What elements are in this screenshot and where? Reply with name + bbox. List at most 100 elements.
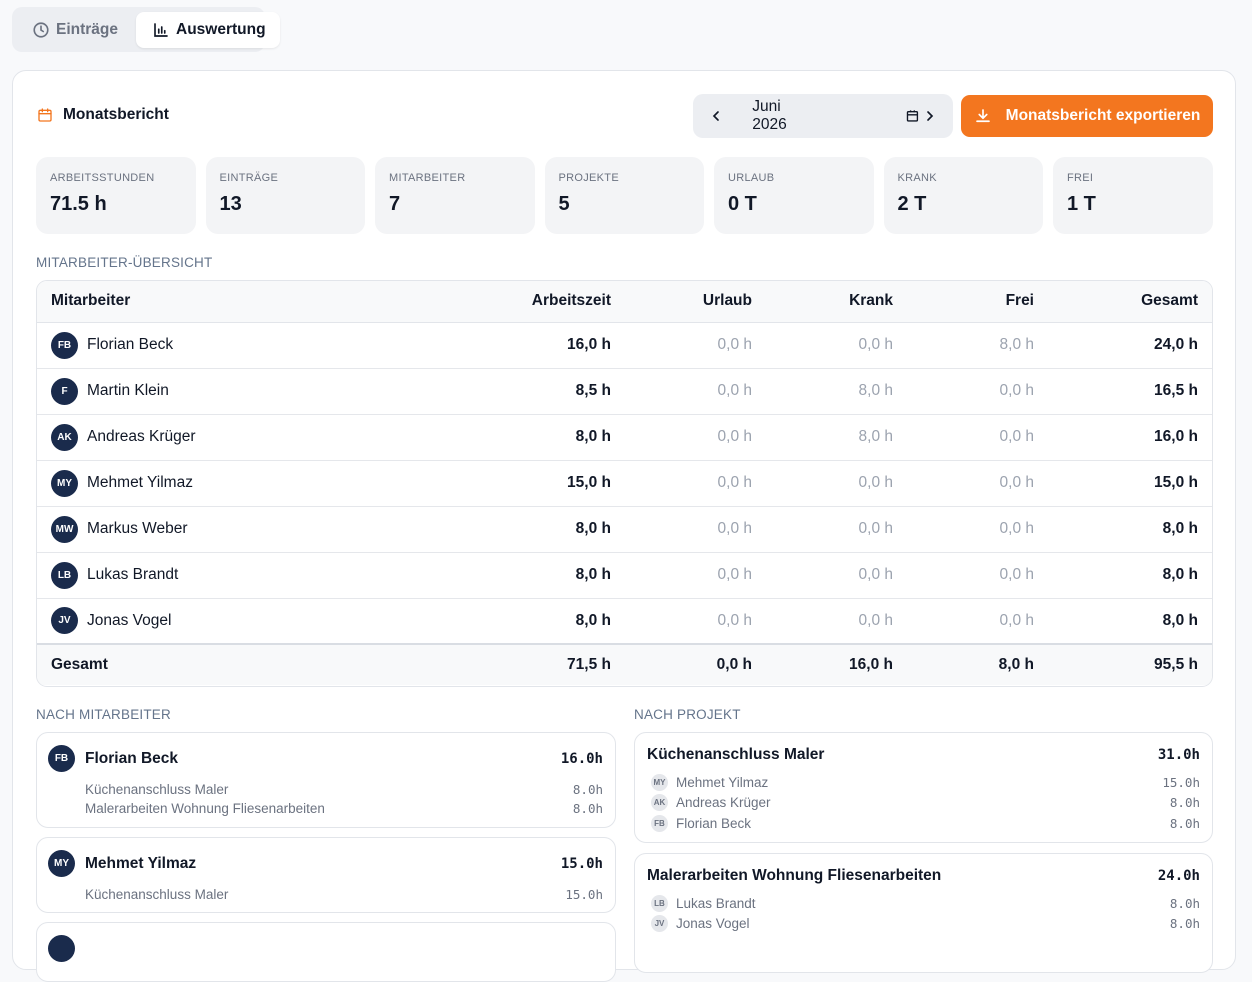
report-title: Monatsbericht [37, 106, 169, 124]
col-header-vacation[interactable]: Urlaub [625, 281, 766, 323]
prev-month-button[interactable] [705, 105, 726, 127]
cell-total: 16,5 h [1048, 368, 1212, 415]
tab-eintraege-label: Einträge [56, 20, 119, 38]
cell-work: 8,0 h [485, 552, 625, 599]
cell-free: 0,0 h [907, 552, 1048, 599]
employee-hours: 8.0h [1169, 916, 1200, 932]
employee-name: Florian Beck [87, 336, 174, 353]
employee-name: Markus Weber [87, 520, 188, 537]
stat-card: Arbeitsstunden 71.5 h [36, 157, 196, 234]
download-icon [975, 109, 990, 123]
total-total: 95,5 h [1154, 656, 1198, 673]
table-row[interactable]: JV Jonas Vogel 8,0 h 0,0 h 0,0 h 0,0 h 8,… [37, 598, 1212, 645]
table-header-row: Mitarbeiter Arbeitszeit Urlaub Krank Fre… [37, 281, 1212, 323]
stat-label: Urlaub [728, 172, 775, 184]
table-row[interactable]: MW Markus Weber 8,0 h 0,0 h 0,0 h 0,0 h 8… [37, 506, 1212, 553]
employee-hours: 8.0h [1169, 815, 1200, 831]
avatar: LB [51, 561, 78, 589]
cell-work: 8,0 h [485, 506, 625, 553]
col-header-total[interactable]: Gesamt [1048, 281, 1212, 323]
employee-name: Florian Beck [676, 815, 752, 831]
total-sick: 16,0 h [849, 656, 893, 673]
mini-avatar: JV [651, 915, 668, 933]
cell-sick: 0,0 h [766, 552, 907, 599]
total-work: 71,5 h [567, 656, 611, 673]
export-report-label: Monatsbericht exportieren [1005, 107, 1201, 124]
mini-avatar: MY [651, 773, 668, 791]
cell-vacation: 0,0 h [625, 598, 766, 645]
project-hours: 8.0h [572, 801, 603, 816]
employee-name: Lukas Brandt [676, 895, 756, 911]
table-total-row: Gesamt 71,5 h 0,0 h 16,0 h 8,0 h 95,5 h [37, 644, 1212, 685]
col-header-sick[interactable]: Krank [766, 281, 907, 323]
avatar: AK [51, 423, 78, 451]
col-header-employee[interactable]: Mitarbeiter [37, 281, 485, 323]
cell-total: 16,0 h [1048, 414, 1212, 461]
clock-icon [33, 21, 49, 38]
total-free: 8,0 h [998, 656, 1034, 673]
stat-value: 13 [219, 193, 242, 215]
tab-auswertung-label: Auswertung [176, 20, 266, 38]
col-header-work[interactable]: Arbeitszeit [485, 281, 625, 323]
bar-chart-icon [154, 22, 168, 37]
report-card: Monatsbericht Juni 2026 Monatsbericht ex… [12, 70, 1236, 982]
employee-summary-card[interactable]: FB Florian Beck 16.0h Küchenanschluss Ma… [36, 732, 616, 828]
month-input[interactable]: Juni 2026 [726, 98, 919, 134]
cell-sick: 0,0 h [766, 460, 907, 507]
stat-label: Frei [1067, 172, 1094, 184]
calendar-picker-icon[interactable] [905, 108, 920, 124]
table-row[interactable]: FB Florian Beck 16,0 h 0,0 h 0,0 h 8,0 h … [37, 322, 1212, 369]
project-hours: 15.0h [565, 887, 603, 902]
stat-label: Arbeitsstunden [50, 172, 155, 184]
employee-name: Andreas Krüger [87, 428, 196, 445]
next-month-button[interactable] [920, 105, 941, 127]
cell-free: 0,0 h [907, 414, 1048, 461]
employee-total-hours: 15.0h [560, 855, 603, 872]
mini-avatar: AK [651, 794, 668, 812]
list-item: Küchenanschluss Maler 15.0h [85, 885, 603, 904]
table-row[interactable]: AK Andreas Krüger 8,0 h 0,0 h 8,0 h 0,0 h… [37, 414, 1212, 461]
calendar-icon [38, 108, 52, 122]
cell-free: 0,0 h [907, 368, 1048, 415]
table-row[interactable]: MY Mehmet Yilmaz 15,0 h 0,0 h 0,0 h 0,0 h… [37, 460, 1212, 507]
project-summary-card[interactable]: Malerarbeiten Wohnung Fliesenarbeiten 24… [634, 853, 1213, 973]
project-hours: 8.0h [572, 782, 603, 797]
list-item: Küchenanschluss Maler 8.0h [85, 780, 603, 799]
avatar: F [51, 377, 78, 405]
table-row[interactable]: F Martin Klein 8,5 h 0,0 h 8,0 h 0,0 h 16… [37, 368, 1212, 415]
tab-auswertung[interactable]: Auswertung [136, 11, 280, 48]
tab-eintraege[interactable]: Einträge [16, 12, 132, 48]
employee-hours: 15.0h [1162, 774, 1200, 790]
cell-work: 8,5 h [485, 368, 625, 415]
cell-vacation: 0,0 h [625, 414, 766, 461]
cell-free: 8,0 h [907, 322, 1048, 369]
list-item: LB Lukas Brandt 8.0h [651, 893, 1200, 914]
employee-name: Jonas Vogel [87, 611, 172, 629]
project-total-hours: 31.0h [1157, 747, 1200, 763]
employee-name: Martin Klein [87, 382, 169, 399]
col-header-free[interactable]: Frei [907, 281, 1048, 323]
list-item: Malerarbeiten Wohnung Fliesenarbeiten 8.0… [85, 799, 603, 818]
employee-name: Mehmet Yilmaz [87, 474, 193, 491]
project-name: Malerarbeiten Wohnung Fliesenarbeiten [647, 867, 942, 884]
employee-summary-card[interactable] [36, 922, 616, 982]
by-employee-section-label: Nach Mitarbeiter [36, 707, 171, 722]
month-value: Juni 2026 [752, 98, 787, 133]
by-project-section-label: Nach Projekt [634, 707, 741, 722]
employee-name: Mehmet Yilmaz [85, 854, 197, 872]
stat-card: Urlaub 0 T [714, 157, 874, 234]
stat-value: 2 T [897, 193, 927, 215]
stat-card: Projekte 5 [544, 157, 704, 234]
employee-summary-card[interactable]: MY Mehmet Yilmaz 15.0h Küchenanschluss M… [36, 837, 616, 913]
export-report-button[interactable]: Monatsbericht exportieren [961, 95, 1213, 137]
project-name: Küchenanschluss Maler [647, 746, 825, 763]
cell-vacation: 0,0 h [625, 460, 766, 507]
avatar [48, 935, 75, 962]
list-item: AK Andreas Krüger 8.0h [651, 793, 1200, 814]
cell-vacation: 0,0 h [625, 322, 766, 369]
stat-card: Frei 1 T [1053, 157, 1213, 234]
stat-value: 1 T [1067, 193, 1096, 215]
table-row[interactable]: LB Lukas Brandt 8,0 h 0,0 h 0,0 h 0,0 h 8… [37, 552, 1212, 599]
project-summary-card[interactable]: Küchenanschluss Maler 31.0h MY Mehmet Yil… [634, 732, 1213, 843]
avatar: MY [48, 850, 75, 877]
